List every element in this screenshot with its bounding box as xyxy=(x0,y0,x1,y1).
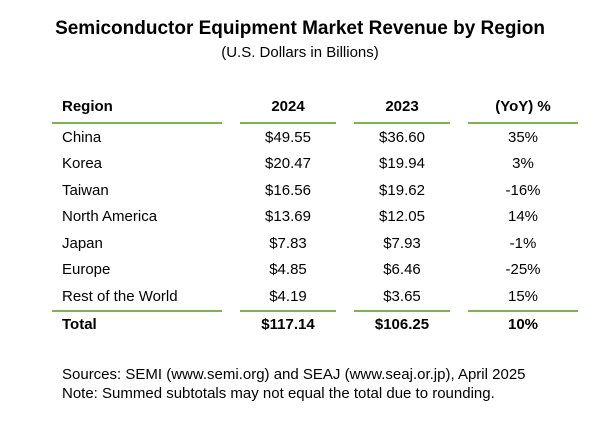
total-yoy: 10% xyxy=(468,309,578,338)
table-row: China $49.55 $36.60 35% xyxy=(52,124,578,151)
total-label: Total xyxy=(52,309,222,338)
header-2023: 2023 xyxy=(385,98,419,115)
header-rule-2023 xyxy=(354,122,450,124)
table-total-row: Total $117.14 $106.25 10% xyxy=(52,309,578,338)
cell-yoy: 14% xyxy=(507,208,539,226)
cell-2024: $20.47 xyxy=(265,155,311,173)
cell-yoy: -25% xyxy=(505,261,541,279)
cell-2023: $19.62 xyxy=(379,181,425,199)
cell-2023: $36.60 xyxy=(379,128,425,146)
table-row: Europe $4.85 $6.46 -25% xyxy=(52,257,578,284)
header-region: Region xyxy=(62,98,113,115)
page-subtitle: (U.S. Dollars in Billions) xyxy=(221,44,379,61)
cell-yoy: 15% xyxy=(507,287,539,305)
header-yoy: (YoY) % xyxy=(495,98,551,115)
page-title: Semiconductor Equipment Market Revenue b… xyxy=(55,18,545,39)
cell-region: North America xyxy=(62,208,158,226)
table-body: China $49.55 $36.60 35% Korea $20.47 $19.94 3% T… xyxy=(52,124,578,311)
rounding-note: Note: Summed subtotals may not equal the… xyxy=(62,385,495,402)
cell-2024: $4.85 xyxy=(269,261,307,279)
cell-2023: $12.05 xyxy=(379,208,425,226)
header-2024: 2024 xyxy=(271,98,305,115)
table-row: Rest of the World $4.19 $3.65 15% xyxy=(52,283,578,311)
cell-2023: $6.46 xyxy=(383,261,421,279)
total-2023: $106.25 xyxy=(354,309,450,338)
header-rule-yoy xyxy=(468,122,578,124)
cell-yoy: -16% xyxy=(505,181,541,199)
table-row: North America $13.69 $12.05 14% xyxy=(52,204,578,231)
cell-yoy: 35% xyxy=(507,128,539,146)
table-header-row: Region 2024 2023 (YoY) % xyxy=(52,91,578,122)
revenue-table: Region 2024 2023 (YoY) % China $49.55 $36.… xyxy=(52,91,578,338)
cell-region: Europe xyxy=(62,261,111,279)
total-2024: $117.14 xyxy=(240,309,336,338)
footnotes: Sources: SEMI (www.semi.org) and SEAJ (w… xyxy=(62,365,526,403)
cell-region: Korea xyxy=(62,155,103,173)
header-rule-row xyxy=(52,122,578,124)
cell-2024: $7.83 xyxy=(269,234,307,252)
cell-region: China xyxy=(62,128,102,146)
table-row: Japan $7.83 $7.93 -1% xyxy=(52,230,578,257)
cell-yoy: -1% xyxy=(509,234,537,252)
cell-2023: $3.65 xyxy=(383,287,421,305)
header-rule-region xyxy=(52,122,222,124)
cell-region: Japan xyxy=(62,234,103,252)
cell-2024: $13.69 xyxy=(265,208,311,226)
cell-region: Taiwan xyxy=(62,181,109,199)
cell-yoy: 3% xyxy=(512,155,534,173)
cell-2024: $16.56 xyxy=(265,181,311,199)
table-row: Taiwan $16.56 $19.62 -16% xyxy=(52,177,578,204)
cell-region: Rest of the World xyxy=(62,287,178,305)
table-row: Korea $20.47 $19.94 3% xyxy=(52,151,578,178)
header-rule-2024 xyxy=(240,122,336,124)
cell-2024: $4.19 xyxy=(269,287,307,305)
cell-2024: $49.55 xyxy=(265,128,311,146)
sources-note: Sources: SEMI (www.semi.org) and SEAJ (w… xyxy=(62,366,526,383)
cell-2023: $19.94 xyxy=(379,155,425,173)
cell-2023: $7.93 xyxy=(383,234,421,252)
